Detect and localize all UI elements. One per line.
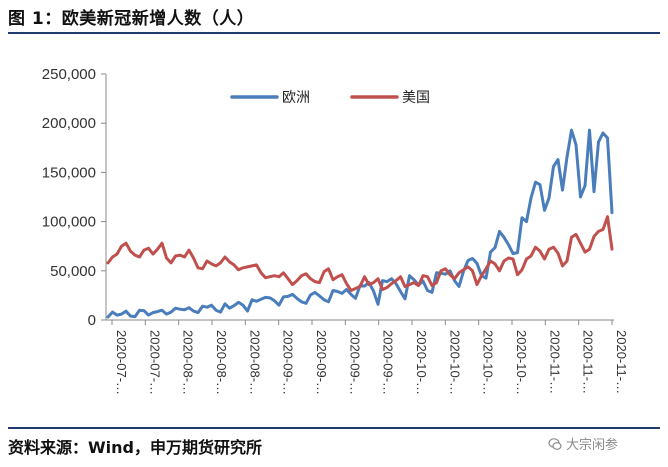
figure-title: 图 1：欧美新冠新增人数（人） xyxy=(8,9,255,29)
x-tick-label: 2020-07-… xyxy=(114,330,129,395)
y-tick-label: 0 xyxy=(88,312,96,329)
x-tick-label: 2020-07-… xyxy=(147,330,162,395)
x-tick-label: 2020-08-… xyxy=(214,330,229,395)
x-tick-label: 2020-10-… xyxy=(481,330,496,395)
watermark-text: 大宗闲参 xyxy=(566,438,619,453)
wechat-icon xyxy=(548,437,562,450)
source-note: 资料来源：Wind，申万期货研究所 xyxy=(8,438,262,457)
x-tick-label: 2020-11-… xyxy=(614,330,629,394)
x-tick-label: 2020-08-… xyxy=(247,330,262,395)
watermark: 大宗闲参 xyxy=(548,434,618,453)
x-tick-label: 2020-10-… xyxy=(414,330,429,395)
x-tick-label: 2020-11-… xyxy=(547,330,562,394)
y-tick-label: 50,000 xyxy=(50,263,96,280)
x-axis: 2020-07-… 2020-07-… 2020-08-… 2020-08-… 2020… xyxy=(106,319,629,395)
title-divider xyxy=(8,32,660,34)
y-tick-label: 200,000 xyxy=(42,115,96,132)
legend-label-0: 欧洲 xyxy=(282,90,310,106)
y-tick-label: 100,000 xyxy=(42,214,96,231)
x-tick-label: 2020-09-… xyxy=(347,330,362,395)
series-line-0 xyxy=(106,128,614,319)
x-tick-label: 2020-11-… xyxy=(581,330,596,394)
x-tick-label: 2020-08-… xyxy=(181,330,196,395)
x-tick-label: 2020-10-… xyxy=(447,330,462,395)
legend: 欧洲 美国 xyxy=(230,90,430,106)
y-axis: 0 50,000 100,000 150,000 200,000 250,000 xyxy=(42,66,107,329)
series-layer xyxy=(106,128,614,319)
x-tick-label: 2020-10-… xyxy=(514,330,529,395)
source-divider xyxy=(8,427,660,429)
series-line-1 xyxy=(106,215,614,292)
legend-label-1: 美国 xyxy=(402,90,430,106)
y-tick-label: 250,000 xyxy=(42,66,96,83)
y-tick-label: 150,000 xyxy=(42,164,96,181)
x-tick-label: 2020-09-… xyxy=(381,330,396,395)
x-tick-label: 2020-09-… xyxy=(314,330,329,395)
x-tick-label: 2020-09-… xyxy=(281,330,296,395)
